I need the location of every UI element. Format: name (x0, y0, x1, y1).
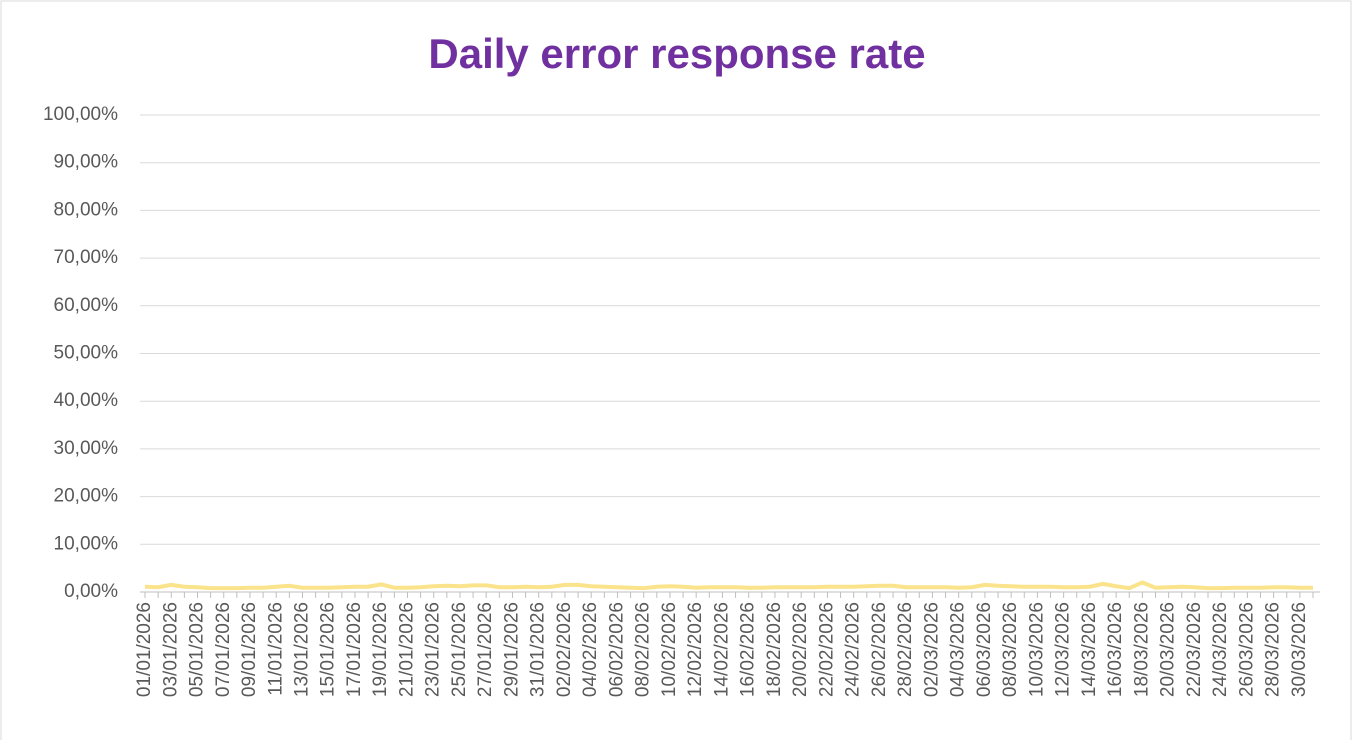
x-tick-label: 15/01/2026 (318, 602, 339, 697)
y-tick-label: 20,00% (54, 486, 119, 507)
x-tick-label: 08/02/2026 (633, 602, 654, 697)
x-tick-label: 13/01/2026 (291, 602, 312, 697)
x-tick-label: 08/03/2026 (1000, 602, 1021, 697)
x-tick-label: 24/02/2026 (843, 602, 864, 697)
x-tick-label: 18/02/2026 (764, 602, 785, 697)
y-tick-label: 70,00% (54, 247, 119, 268)
x-tick-label: 24/03/2026 (1210, 602, 1231, 697)
x-tick-label: 16/02/2026 (738, 602, 759, 697)
x-tick-label: 26/03/2026 (1236, 602, 1257, 697)
x-tick-label: 07/01/2026 (213, 602, 234, 697)
x-tick-label: 21/01/2026 (396, 602, 417, 697)
x-tick-label: 18/03/2026 (1131, 602, 1152, 697)
y-tick-label: 50,00% (54, 343, 119, 364)
x-tick-label: 31/01/2026 (528, 602, 549, 697)
y-tick-label: 60,00% (54, 295, 119, 316)
x-tick-label: 06/03/2026 (974, 602, 995, 697)
x-tick-label: 10/03/2026 (1026, 602, 1047, 697)
x-tick-label: 20/03/2026 (1158, 602, 1179, 697)
x-tick-label: 30/03/2026 (1289, 602, 1310, 697)
y-tick-label: 10,00% (54, 533, 119, 554)
data-line (144, 580, 1313, 591)
x-tick-label: 09/01/2026 (239, 602, 260, 697)
x-tick-label: 26/02/2026 (869, 602, 890, 697)
x-tick-label: 14/03/2026 (1079, 602, 1100, 697)
x-tick-label: 02/03/2026 (921, 602, 942, 697)
x-tick-label: 27/01/2026 (475, 602, 496, 697)
x-tick-label: 11/01/2026 (265, 602, 286, 696)
x-tick-label: 17/01/2026 (344, 602, 365, 697)
x-tick-label: 01/01/2026 (134, 602, 155, 697)
x-tick-label: 20/02/2026 (790, 602, 811, 697)
x-tick-label: 19/01/2026 (370, 602, 391, 697)
x-tick-label: 22/02/2026 (816, 602, 837, 697)
y-tick-label: 100,00% (43, 104, 118, 125)
x-tick-label: 23/01/2026 (423, 602, 444, 697)
x-tick-label: 10/02/2026 (659, 602, 680, 697)
x-tick-label: 05/01/2026 (187, 602, 208, 697)
y-tick-label: 30,00% (54, 438, 119, 459)
x-tick-label: 04/03/2026 (948, 602, 969, 697)
x-tick-label: 06/02/2026 (606, 602, 627, 697)
x-tick-label: 28/02/2026 (895, 602, 916, 697)
x-tick-label: 29/01/2026 (501, 602, 522, 697)
y-tick-label: 90,00% (54, 152, 119, 173)
x-tick-label: 02/02/2026 (554, 602, 575, 697)
x-tick-label: 14/02/2026 (711, 602, 732, 697)
x-tick-label: 22/03/2026 (1184, 602, 1205, 697)
x-tick-label: 03/01/2026 (160, 602, 181, 697)
x-tick-label: 12/03/2026 (1053, 602, 1074, 697)
x-tick-label: 28/03/2026 (1263, 602, 1284, 697)
y-tick-label: 80,00% (54, 199, 119, 220)
y-tick-label: 40,00% (54, 390, 119, 411)
chart-title: Daily error response rate (428, 30, 925, 77)
x-tick-label: 04/02/2026 (580, 602, 601, 697)
x-tick-label: 25/01/2026 (449, 602, 470, 697)
y-tick-label: 0,00% (64, 581, 118, 602)
x-tick-label: 12/02/2026 (685, 602, 706, 697)
x-tick-label: 16/03/2026 (1105, 602, 1126, 697)
